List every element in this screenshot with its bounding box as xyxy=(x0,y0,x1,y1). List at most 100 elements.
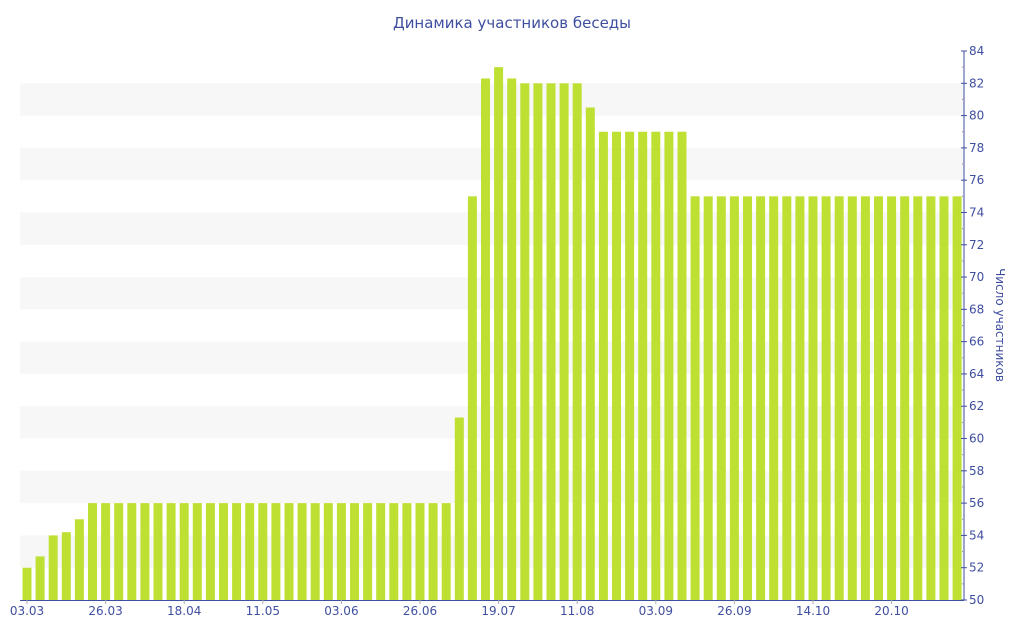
bar xyxy=(271,503,281,600)
bar xyxy=(350,503,359,600)
grid-band xyxy=(20,147,964,181)
y-tick-label: 70 xyxy=(969,270,984,284)
bar xyxy=(625,131,635,600)
x-tick-label: 03.06 xyxy=(324,604,358,618)
y-tick-label: 54 xyxy=(969,528,984,542)
bar xyxy=(297,503,307,600)
bar xyxy=(336,503,346,600)
y-tick-label: 84 xyxy=(969,44,984,58)
bar xyxy=(769,196,779,600)
bar xyxy=(887,196,897,600)
bar xyxy=(415,503,425,600)
grid-band xyxy=(20,341,964,374)
bar xyxy=(166,503,176,600)
bar xyxy=(782,196,792,600)
x-tick-label: 11.05 xyxy=(246,604,280,618)
bar xyxy=(926,196,936,600)
bar xyxy=(533,83,543,600)
bar xyxy=(572,83,582,600)
bar xyxy=(205,503,215,600)
x-tick-label: 19.07 xyxy=(481,604,515,618)
bar xyxy=(520,83,530,600)
bar xyxy=(74,519,84,600)
bar xyxy=(703,196,713,600)
bar xyxy=(88,503,97,600)
grid-band xyxy=(20,406,964,439)
y-tick-label: 60 xyxy=(969,432,984,446)
y-tick-label: 76 xyxy=(969,173,984,187)
bar xyxy=(140,503,150,600)
bar xyxy=(847,196,857,600)
bar xyxy=(795,196,805,600)
bar xyxy=(363,503,373,600)
bar xyxy=(677,131,687,600)
y-axis-label: Число участников xyxy=(993,268,1007,382)
bar xyxy=(153,503,163,600)
bar xyxy=(48,535,58,600)
chart-title: Динамика участников беседы xyxy=(393,14,631,32)
x-tick-label: 26.09 xyxy=(717,604,751,618)
bar xyxy=(389,503,399,600)
y-tick-label: 58 xyxy=(969,464,984,478)
bar xyxy=(952,196,962,600)
bar xyxy=(284,503,294,600)
y-tick-label: 50 xyxy=(969,593,984,607)
x-tick-label: 14.10 xyxy=(796,604,830,618)
bar xyxy=(821,196,831,600)
bar xyxy=(808,196,818,600)
bar xyxy=(245,503,255,600)
bar xyxy=(376,503,386,600)
bar xyxy=(219,503,228,600)
y-tick-label: 62 xyxy=(969,399,984,413)
bar xyxy=(481,78,490,600)
x-tick-label: 26.06 xyxy=(403,604,437,618)
bar xyxy=(494,67,504,601)
y-tick-label: 66 xyxy=(969,335,984,349)
bar xyxy=(638,131,648,600)
bar xyxy=(428,503,438,600)
grid-band xyxy=(20,212,964,245)
bar xyxy=(232,503,242,600)
bar xyxy=(913,196,923,600)
y-tick-label: 68 xyxy=(969,302,984,316)
bar xyxy=(310,503,320,600)
bar xyxy=(860,196,870,600)
bar xyxy=(127,503,137,600)
bar xyxy=(939,196,949,600)
bar xyxy=(598,131,608,600)
bar xyxy=(690,196,700,600)
bar xyxy=(101,503,111,600)
bar xyxy=(258,503,268,600)
bar xyxy=(22,567,32,600)
x-tick-label: 20.10 xyxy=(874,604,908,618)
bar xyxy=(834,196,844,600)
y-tick-label: 72 xyxy=(969,238,984,252)
bar xyxy=(179,503,189,600)
bar xyxy=(612,131,621,600)
bar xyxy=(192,503,202,600)
bar xyxy=(729,196,739,600)
bar xyxy=(61,532,71,600)
y-tick-label: 56 xyxy=(969,496,984,510)
bar xyxy=(664,131,674,600)
bar xyxy=(441,503,451,600)
y-tick-label: 80 xyxy=(969,109,984,123)
bar xyxy=(114,503,124,600)
bar xyxy=(743,196,752,600)
bar xyxy=(585,107,595,600)
grid-band xyxy=(20,83,964,116)
bar xyxy=(507,78,517,600)
y-tick-label: 82 xyxy=(969,76,984,90)
grid-band xyxy=(20,277,964,310)
x-tick-label: 03.09 xyxy=(639,604,673,618)
x-tick-label: 26.03 xyxy=(88,604,122,618)
x-tick-label: 11.08 xyxy=(560,604,594,618)
bar xyxy=(35,556,45,600)
y-tick-label: 52 xyxy=(969,561,984,575)
y-tick-label: 74 xyxy=(969,205,984,219)
x-tick-label: 18.04 xyxy=(167,604,201,618)
bar xyxy=(454,417,464,600)
bar xyxy=(874,196,883,600)
bar xyxy=(716,196,726,600)
